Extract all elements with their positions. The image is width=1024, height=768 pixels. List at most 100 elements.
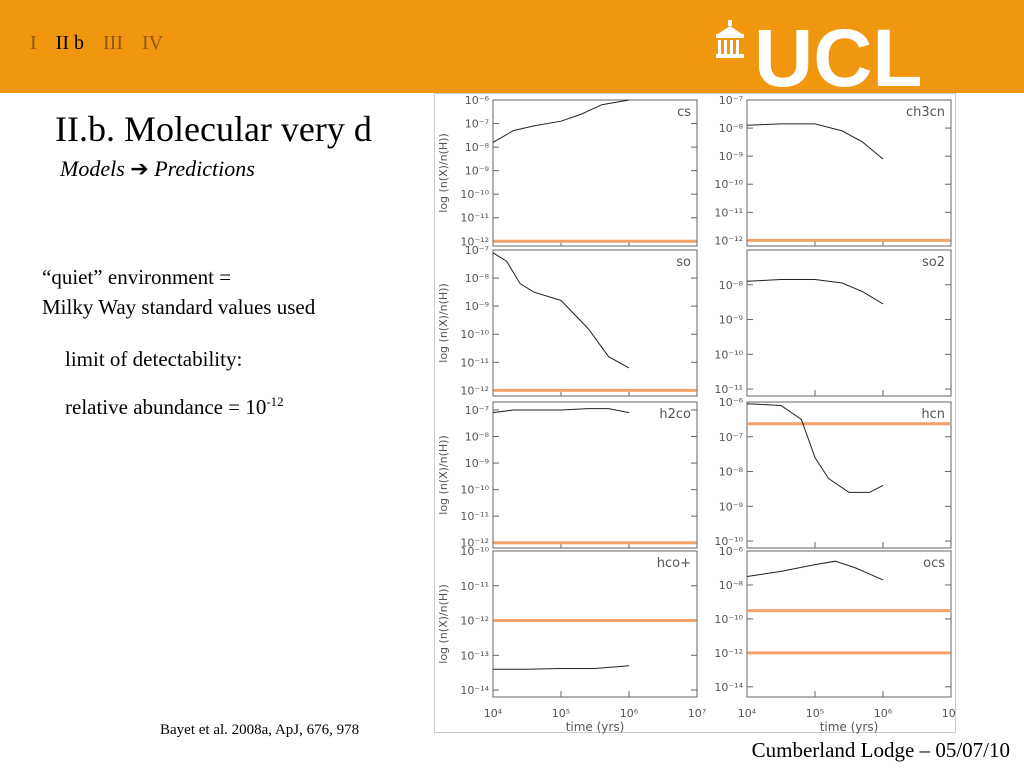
nav-item-4[interactable]: IV [141,32,164,54]
y-tick-label-ocs: 10⁻¹⁴ [714,681,743,694]
y-axis-label: log (n(X)/n(H)) [437,133,450,212]
y-tick-label-ch3cn: 10⁻¹¹ [714,206,743,219]
chart-svg: 10⁻⁶ 10⁻⁷ 10⁻⁸ 10⁻⁹ 10⁻¹⁰ 10⁻¹¹ 10⁻¹² cs log (n(… [437,94,957,734]
abundance-curve-so [492,252,630,369]
y-axis-label: log (n(X)/n(H)) [437,584,450,663]
y-tick-label-so: 10⁻¹² [460,384,489,397]
y-tick-label-so: 10⁻⁸ [465,272,490,285]
header-bar: I II b III IV UCL [0,0,1024,93]
panel-frame-so [492,249,698,397]
nav-item-2[interactable]: II b [55,32,84,54]
y-tick-label-hco+: 10⁻¹³ [460,649,489,662]
abundance-curve-h2co [492,408,630,414]
y-tick-label-so: 10⁻⁹ [465,300,489,313]
y-axis-label: log (n(X)/n(H)) [437,435,450,514]
panel-frame-cs [492,99,698,247]
panel-frame-ocs [746,550,952,698]
y-tick-label-ocs: 10⁻⁸ [719,579,744,592]
panel-label-so2: so2 [922,255,945,270]
subtitle: Models ➔ Predictions [60,156,255,182]
y-tick-label-so2: 10⁻⁸ [719,279,744,292]
x-axis-label: time (yrs) [566,720,625,734]
panel-label-hcn: hcn [921,407,945,422]
abundance-curve-ch3cn [746,123,884,160]
y-tick-label-h2co: 10⁻⁸ [465,431,490,444]
y-tick-label-so: 10⁻⁷ [465,244,489,257]
right-arrow-icon: ➔ [130,156,149,181]
section-nav: I II b III IV [30,32,177,55]
x-tick-label: 10⁶ [620,707,639,720]
y-tick-label-hco+: 10⁻¹² [460,615,489,628]
abundance-exponent: -12 [266,394,284,409]
y-tick-label-so2: 10⁻¹⁰ [714,348,743,361]
ucl-logo: UCL [716,18,923,88]
y-tick-label-cs: 10⁻¹¹ [460,212,489,225]
x-axis-label: time (yrs) [820,720,879,734]
abundance-curve-so2 [746,279,884,305]
page-title: II.b. Molecular very d [55,109,372,149]
y-tick-label-cs: 10⁻¹² [460,235,489,248]
y-tick-label-h2co: 10⁻¹² [460,537,489,550]
y-tick-label-hco+: 10⁻¹¹ [460,580,489,593]
portico-icon [716,20,744,58]
y-tick-label-so2: 10⁻¹¹ [714,383,743,396]
y-tick-label-h2co: 10⁻⁹ [465,457,489,470]
y-tick-label-hcn: 10⁻⁸ [719,466,744,479]
x-tick-label: 10⁴ [738,707,757,720]
y-tick-label-hcn: 10⁻¹⁰ [714,535,743,548]
x-tick-label: 10⁵ [806,707,824,720]
panel-frame-so2 [746,249,952,397]
y-tick-label-cs: 10⁻⁷ [465,118,489,131]
y-tick-label-ch3cn: 10⁻¹⁰ [714,178,743,191]
nav-item-1[interactable]: I [30,32,37,54]
text-relative-abundance: relative abundance = 10-12 [65,394,284,420]
subtitle-models: Models [60,156,125,181]
abundance-figure: 10⁻⁶ 10⁻⁷ 10⁻⁸ 10⁻⁹ 10⁻¹⁰ 10⁻¹¹ 10⁻¹² cs log (n(… [434,93,957,734]
abundance-curve-cs [492,99,630,143]
y-tick-label-ocs: 10⁻¹⁰ [714,613,743,626]
y-tick-label-hco+: 10⁻¹⁰ [460,545,489,558]
y-tick-label-h2co: 10⁻¹¹ [460,510,489,523]
panel-frame-hco+ [492,550,698,698]
abundance-base: relative abundance = 10 [65,395,267,419]
x-tick-label: 10⁵ [552,707,570,720]
panel-label-cs: cs [677,105,691,120]
y-tick-label-cs: 10⁻¹⁰ [460,188,489,201]
panel-label-hco+: hco+ [657,556,691,571]
abundance-curve-hco+ [493,665,630,670]
subtitle-predictions: Predictions [154,156,255,181]
y-tick-label-ch3cn: 10⁻⁷ [719,94,743,107]
nav-item-3[interactable]: III [103,32,123,54]
panel-label-so: so [676,255,691,270]
panel-frame-hcn [746,401,952,549]
y-tick-label-ocs: 10⁻¹² [714,647,743,660]
x-tick-label: 10⁴ [484,707,503,720]
text-detectability: limit of detectability: [65,347,243,371]
text-milky-way: Milky Way standard values used [42,295,316,319]
y-tick-label-hcn: 10⁻⁹ [719,500,743,513]
y-axis-label: log (n(X)/n(H)) [437,283,450,362]
citation: Bayet et al. 2008a, ApJ, 676, 978 [160,722,360,738]
panel-label-h2co: h2co [659,407,691,422]
y-tick-label-cs: 10⁻⁸ [465,141,490,154]
y-tick-label-cs: 10⁻⁶ [465,94,490,107]
y-tick-label-hcn: 10⁻⁶ [719,396,744,409]
y-tick-label-so: 10⁻¹⁰ [460,328,489,341]
y-tick-label-ch3cn: 10⁻¹² [714,234,743,247]
y-tick-label-h2co: 10⁻⁷ [465,404,489,417]
y-tick-label-so: 10⁻¹¹ [460,356,489,369]
y-tick-label-so2: 10⁻⁹ [719,314,743,327]
panel-frame-ch3cn [746,99,952,247]
panel-frame-h2co [492,401,698,549]
logo-text: UCL [754,18,923,88]
panel-label-ocs: ocs [923,556,945,571]
x-tick-label: 10⁷ [942,707,957,720]
x-tick-label: 10⁶ [874,707,893,720]
y-tick-label-ocs: 10⁻⁶ [719,545,744,558]
x-tick-label: 10⁷ [688,707,706,720]
text-quiet-environment: “quiet” environment = [42,265,232,289]
y-tick-label-ch3cn: 10⁻⁹ [719,150,743,163]
abundance-curve-ocs [746,560,884,581]
abundance-curve-hcn [746,403,884,493]
footer-text: Cumberland Lodge – 05/07/10 [751,738,1010,762]
